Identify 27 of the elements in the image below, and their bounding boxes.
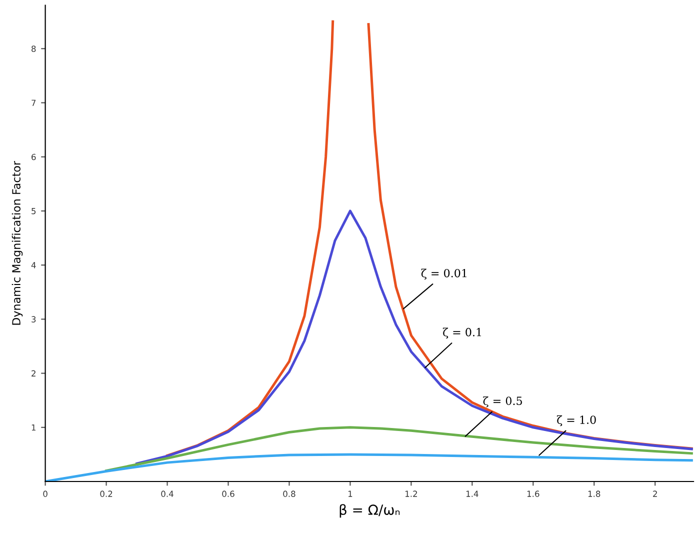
y-tick-label: 2 [32,370,36,376]
line-series [105,426,693,472]
x-tick-label: 0 [43,490,48,497]
y-tick-label: 1 [32,424,36,431]
annotation: ζ = 1.0 [556,415,596,426]
x-tick-label: 1.4 [466,490,478,497]
x-tick-label: 1.2 [405,490,417,497]
y-tick-label: 5 [32,208,36,214]
x-tick-label: 1 [348,490,352,497]
annotation: ζ = 0.5 [483,396,522,408]
y-tick-label: 8 [32,46,36,52]
x-tick-label: 0.4 [161,490,174,497]
y-tick-label: 4 [31,262,36,268]
x-tick-label: 1.6 [527,490,540,497]
x-axis-title: β = Ω/ωₙ [340,504,400,518]
y-tick-label: 7 [32,100,36,106]
annotation: ζ = 0.1 [442,328,482,338]
line-series [136,210,693,465]
x-tick-label: 0.8 [283,490,296,497]
y-axis-title: Dynamic Magnification Factor [12,160,23,325]
annotation: ζ = 0.01 [421,268,466,280]
y-tick-label: 3 [32,316,36,322]
y-tick-label: 6 [32,154,36,160]
x-tick-label: 2 [653,490,657,497]
x-tick-label: 1.8 [588,490,600,497]
x-tick-label: 0.6 [222,490,234,497]
x-tick-label: 0.2 [100,490,112,497]
